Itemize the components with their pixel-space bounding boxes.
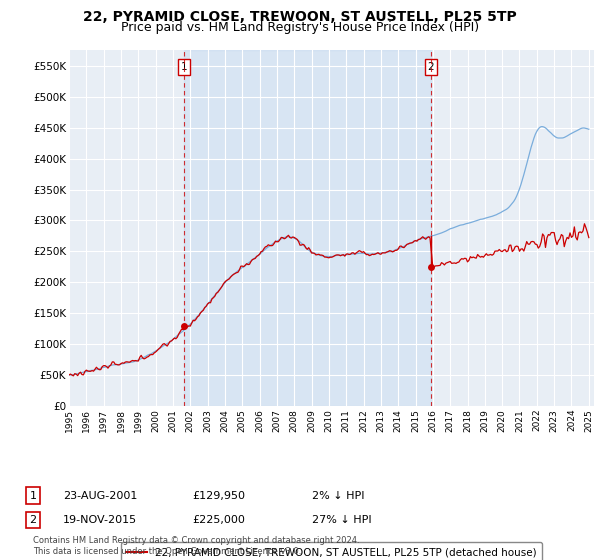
Text: Contains HM Land Registry data © Crown copyright and database right 2024.
This d: Contains HM Land Registry data © Crown c…	[33, 536, 359, 556]
Text: £225,000: £225,000	[192, 515, 245, 525]
Legend: 22, PYRAMID CLOSE, TREWOON, ST AUSTELL, PL25 5TP (detached house), HPI: Average : 22, PYRAMID CLOSE, TREWOON, ST AUSTELL, …	[121, 542, 542, 560]
Text: 1: 1	[29, 491, 37, 501]
Text: 23-AUG-2001: 23-AUG-2001	[63, 491, 137, 501]
Text: 27% ↓ HPI: 27% ↓ HPI	[312, 515, 371, 525]
Text: 19-NOV-2015: 19-NOV-2015	[63, 515, 137, 525]
Bar	[184, 50, 431, 406]
Text: 22, PYRAMID CLOSE, TREWOON, ST AUSTELL, PL25 5TP: 22, PYRAMID CLOSE, TREWOON, ST AUSTELL, …	[83, 10, 517, 24]
Text: 2: 2	[427, 62, 434, 72]
Text: 2: 2	[29, 515, 37, 525]
Text: 1: 1	[181, 62, 188, 72]
Text: £129,950: £129,950	[192, 491, 245, 501]
Text: Price paid vs. HM Land Registry's House Price Index (HPI): Price paid vs. HM Land Registry's House …	[121, 21, 479, 34]
Text: 2% ↓ HPI: 2% ↓ HPI	[312, 491, 365, 501]
